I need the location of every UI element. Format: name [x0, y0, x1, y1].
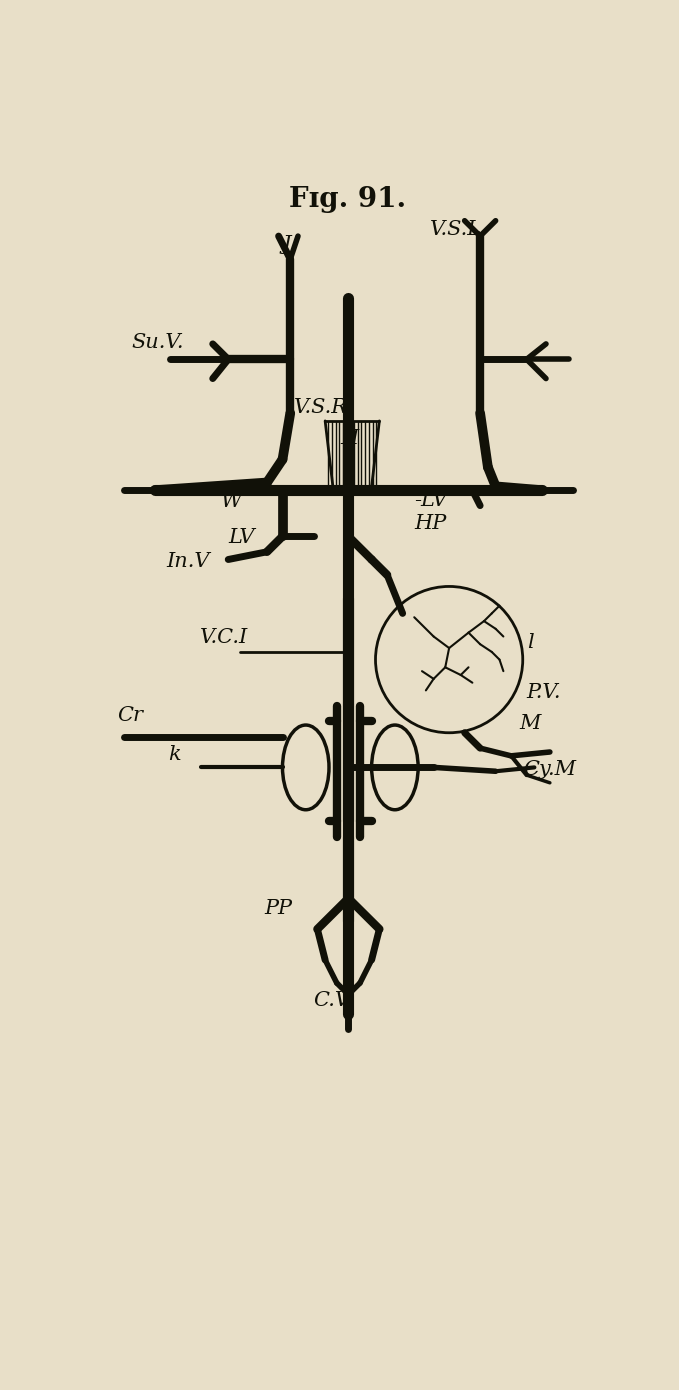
Text: Cy.M: Cy.M	[523, 760, 576, 780]
Text: Cr: Cr	[117, 706, 143, 726]
Text: V.S.L: V.S.L	[430, 220, 482, 239]
Text: M: M	[519, 714, 540, 733]
Text: l: l	[527, 632, 533, 652]
Text: C.V.: C.V.	[314, 991, 354, 1011]
Text: W: W	[221, 492, 242, 512]
Text: Su.V.: Su.V.	[131, 332, 184, 352]
Text: J: J	[282, 235, 291, 254]
Text: Fɪg. 91.: Fɪg. 91.	[289, 186, 407, 213]
Text: -LV: -LV	[414, 491, 447, 510]
Text: k: k	[168, 745, 181, 763]
Text: PP: PP	[265, 899, 293, 917]
Text: V.C.I: V.C.I	[200, 628, 248, 646]
Text: H: H	[341, 430, 359, 448]
Text: HP: HP	[414, 514, 447, 532]
Text: In.V: In.V	[166, 552, 210, 571]
Text: LV: LV	[228, 528, 255, 546]
Text: P.V.: P.V.	[527, 682, 561, 702]
Text: V.S.R: V.S.R	[294, 398, 348, 417]
